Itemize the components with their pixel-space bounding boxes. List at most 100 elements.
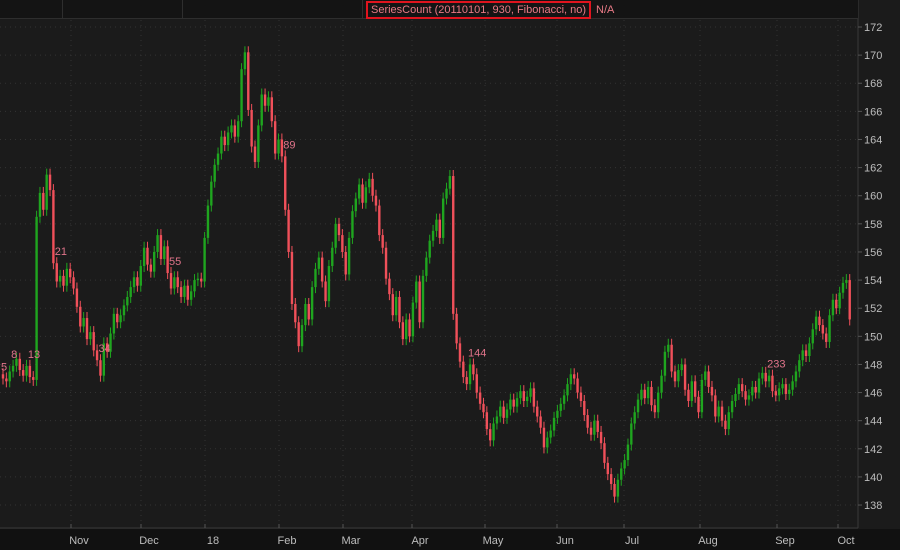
candle-body — [472, 364, 475, 375]
candle-body — [237, 121, 240, 137]
candle-body — [179, 287, 183, 297]
candle-body — [8, 371, 11, 382]
header-cell — [0, 0, 63, 18]
candle — [546, 431, 549, 454]
candle-body — [509, 399, 512, 410]
candle-body — [119, 315, 122, 323]
x-axis: Nov Dec 18 Feb Mar Apr May Jun Jul Aug Sep Oct — [69, 524, 855, 547]
candle-body — [116, 313, 119, 323]
candle-body — [139, 266, 142, 286]
candle — [438, 213, 441, 244]
candle — [707, 365, 710, 393]
candle — [764, 366, 767, 388]
candle-body — [492, 423, 495, 441]
study-label[interactable]: SeriesCount (20110101, 930, Fibonacci, n… — [366, 1, 592, 19]
candle-body — [331, 247, 334, 267]
candle-body — [193, 280, 196, 292]
candle — [845, 274, 848, 289]
candle-body — [478, 392, 482, 404]
x-tick-label: Feb — [278, 535, 297, 547]
candle — [18, 352, 21, 377]
candle — [233, 119, 237, 143]
candle — [210, 175, 213, 212]
candle-body — [18, 358, 21, 371]
candle-body — [263, 94, 267, 106]
candle — [267, 91, 270, 112]
candle — [720, 400, 724, 427]
fib-count-label: 144 — [468, 347, 486, 359]
candle-body — [757, 378, 761, 393]
candle-body — [257, 125, 260, 162]
candle-body — [173, 277, 176, 289]
candle — [394, 290, 398, 322]
candle — [774, 385, 777, 402]
candle-body — [89, 332, 92, 340]
candle — [52, 184, 55, 270]
candle-body — [525, 396, 529, 401]
candle — [58, 269, 62, 288]
candle — [364, 181, 368, 209]
grid — [0, 20, 858, 528]
candle-body — [153, 251, 156, 272]
candle-body — [364, 187, 368, 203]
candle-body — [210, 181, 213, 206]
candle-body — [700, 379, 704, 413]
candle — [337, 217, 341, 242]
candle — [38, 186, 42, 223]
candle — [344, 245, 347, 281]
candle — [92, 326, 95, 357]
candle-body — [599, 431, 603, 444]
candle — [109, 327, 112, 358]
candle — [761, 366, 764, 385]
candle-body — [247, 52, 250, 110]
candle — [72, 271, 75, 295]
candle-body — [79, 306, 82, 327]
candle-body — [186, 285, 189, 300]
y-tick-label: 148 — [864, 359, 882, 371]
candle-body — [552, 417, 556, 431]
candle — [65, 262, 69, 292]
candle-body — [798, 360, 801, 372]
candle-body — [468, 364, 472, 385]
candle — [462, 355, 465, 384]
candle-body — [136, 277, 139, 286]
candle-body — [435, 219, 438, 231]
candle — [300, 319, 304, 353]
candle — [270, 91, 273, 128]
candle — [139, 260, 142, 292]
candle-body — [206, 205, 210, 238]
y-tick-label: 158 — [864, 219, 882, 231]
candle-body — [146, 247, 149, 265]
candle-body — [448, 176, 452, 189]
candle — [102, 337, 105, 382]
candle — [465, 371, 468, 391]
candle-body — [354, 198, 357, 212]
candle — [509, 393, 512, 416]
candle-body — [452, 176, 455, 314]
candle — [126, 290, 129, 312]
candle — [243, 46, 247, 76]
candle — [640, 383, 643, 406]
candle-body — [549, 430, 552, 438]
candle — [95, 344, 99, 367]
candle-body — [462, 361, 465, 378]
y-tick-label: 144 — [864, 416, 882, 428]
y-tick-label: 142 — [864, 444, 882, 456]
candle — [599, 425, 603, 450]
candle-body — [196, 278, 200, 281]
candle-body — [368, 178, 371, 188]
candle-body — [334, 223, 337, 248]
candle — [818, 310, 821, 332]
candle — [213, 158, 216, 188]
candle — [45, 168, 48, 216]
candle-body — [636, 399, 640, 413]
candle — [841, 276, 845, 299]
header-cell — [182, 0, 363, 18]
candle — [112, 307, 116, 340]
x-tick-label: Apr — [411, 535, 428, 547]
candle — [294, 297, 297, 329]
candle — [690, 375, 693, 407]
candle-body — [317, 257, 321, 269]
candle-body — [11, 365, 15, 372]
